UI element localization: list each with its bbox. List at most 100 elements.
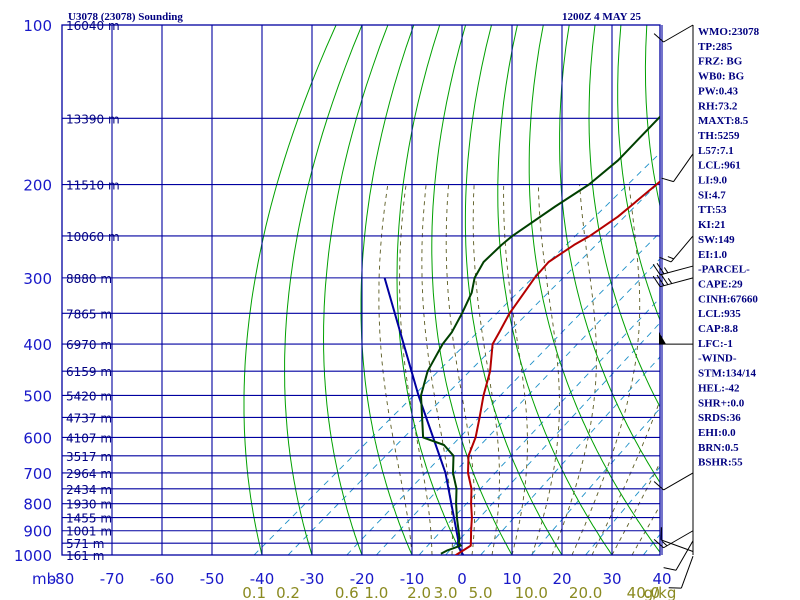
stability-index-item: HEL:-42 — [698, 382, 740, 394]
wind-barb — [653, 24, 694, 43]
stability-index-item: BRN:0.5 — [698, 442, 739, 454]
parcel-trace-line — [383, 277, 465, 555]
wind-barb — [663, 540, 694, 571]
height-label: 10060 m — [66, 230, 120, 244]
mixing-ratio-label: 0.2 — [276, 584, 300, 600]
stability-index-item: SW:149 — [698, 234, 735, 246]
wind-barb-staff — [680, 555, 694, 589]
stability-index-item: EI:1.0 — [698, 249, 728, 261]
pressure-tick-label: 800 — [23, 496, 52, 514]
pressure-tick-label: 400 — [23, 336, 52, 354]
height-label: 16040 m — [66, 19, 120, 33]
mixing-ratio-label: 5.0 — [469, 584, 493, 600]
height-label: 13390 m — [66, 112, 120, 126]
temperature-tick-label: -80 — [50, 570, 75, 588]
stability-index-item: BSHR:55 — [698, 457, 743, 469]
wind-barb-full — [652, 264, 661, 276]
wind-barb-full — [663, 567, 677, 571]
wind-barb — [653, 530, 694, 549]
moist-adiabat-line — [445, 184, 476, 555]
plot-frame — [61, 24, 661, 556]
stability-index-item: PW:0.43 — [698, 85, 739, 97]
sounding-profiles — [383, 115, 660, 555]
pressure-tick-label: 900 — [23, 523, 52, 541]
moist-adiabat-line — [503, 184, 528, 555]
height-label: 1930 m — [66, 498, 112, 512]
pressure-tick-label: 500 — [23, 387, 52, 405]
wind-barb — [668, 555, 694, 589]
station-title: U3078 (23078) Sounding — [68, 11, 183, 23]
mixing-ratio-label: 20.0 — [569, 584, 602, 600]
moist-adiabat-line — [472, 184, 500, 555]
stability-index-item: SI:4.7 — [698, 189, 726, 201]
stability-index-item: -WIND- — [698, 353, 737, 365]
stability-index-item: LCL:935 — [698, 308, 741, 320]
pressure-unit-label: mb — [32, 570, 56, 588]
temperature-tick-label: 10 — [502, 570, 521, 588]
stability-index-item: CINH:67660 — [698, 293, 758, 305]
height-labels: 16040 m 13390 m 11510 m 10060 m 8880 m 7865 m… — [66, 19, 120, 563]
wind-barb-full — [652, 275, 661, 287]
mixing-ratio-label: g/kg — [644, 584, 677, 600]
isobar-isotherm-grid — [61, 24, 663, 556]
pressure-tick-label: 700 — [23, 465, 52, 483]
wind-barb-pennant — [659, 332, 666, 345]
height-label: 4107 m — [66, 431, 112, 445]
stability-index-item: TT:53 — [698, 204, 727, 216]
stability-index-item: TH:5259 — [698, 130, 740, 142]
wind-barb-staff — [670, 235, 694, 263]
wind-barb-full — [661, 177, 674, 183]
wind-barb-full — [653, 33, 664, 43]
height-label: 2964 m — [66, 467, 112, 481]
temperature-tick-label: -20 — [350, 570, 375, 588]
wind-barb — [661, 153, 694, 183]
stability-index-item: EHI:0.0 — [698, 427, 736, 439]
height-label: 2434 m — [66, 483, 112, 497]
wind-barb — [652, 273, 694, 288]
wind-barb-half — [667, 256, 674, 260]
moist-adiabat-line — [571, 184, 641, 555]
temperature-tick-label: 30 — [602, 570, 621, 588]
height-label: 6159 m — [66, 365, 112, 379]
wind-barb — [659, 235, 694, 263]
valid-time: 1200Z 4 MAY 25 — [562, 11, 641, 23]
height-label: 6970 m — [66, 338, 112, 352]
temperature-tick-label: 20 — [552, 570, 571, 588]
wind-barb-staff — [660, 277, 694, 288]
stability-index-item: RH:73.2 — [698, 100, 738, 112]
wind-barb — [653, 472, 694, 491]
temperature-axis: -80 -70 -60 -50 -40 -30 -20 -10 0 10 20 30 40 — [50, 570, 672, 588]
mixing-ratio-axis: 0.1 0.2 0.6 1.0 2.0 3.0 5.0 10.0 20.0 40.0g/kg — [242, 584, 676, 600]
wind-barb-full — [660, 273, 669, 285]
temperature-tick-label: 40 — [652, 570, 671, 588]
wind-barb — [660, 527, 694, 552]
height-label: 1001 m — [66, 525, 112, 539]
height-label: 7865 m — [66, 307, 112, 321]
stability-index-item: L57:7.1 — [698, 145, 734, 157]
wind-barb-staff — [660, 265, 694, 276]
temperature-line — [455, 180, 660, 555]
pressure-axis: 100 200 300 400 500 600 700 800 900 1000 — [14, 17, 52, 565]
temperature-tick-label: -10 — [400, 570, 425, 588]
moist-adiabat-line — [421, 184, 453, 555]
wind-barb-full — [653, 481, 664, 491]
stability-index-item: MAXT:8.5 — [698, 115, 749, 127]
stability-index-item: LFC:-1 — [698, 338, 733, 350]
stability-index-item: LCL:961 — [698, 160, 741, 172]
wind-barb-full — [656, 263, 665, 275]
height-label: 4737 m — [66, 411, 112, 425]
moist-adiabat-line — [399, 184, 433, 555]
stability-index-item: KI:21 — [698, 219, 726, 231]
pressure-tick-label: 200 — [23, 177, 52, 195]
stability-index-item: WMO:23078 — [698, 26, 760, 38]
wind-barb-staff — [660, 539, 694, 552]
mixing-ratio-label: 0.6 — [335, 584, 359, 600]
stability-index-item: FRZ: BG — [698, 56, 743, 68]
wind-barb-full — [656, 274, 665, 286]
temperature-tick-label: -50 — [200, 570, 225, 588]
temperature-tick-label: -40 — [250, 570, 275, 588]
wind-barb-staff — [673, 153, 694, 182]
wind-barb-staff — [663, 472, 694, 491]
wind-barb-staff — [663, 530, 694, 549]
